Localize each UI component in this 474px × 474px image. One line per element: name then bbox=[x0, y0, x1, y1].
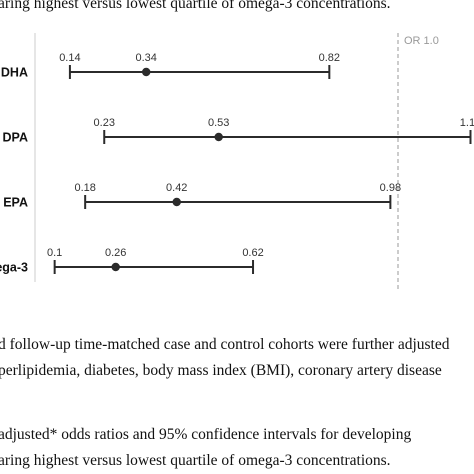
caption-title-line-2: aring highest versus lowest quartile of … bbox=[0, 452, 391, 469]
point-estimate-0 bbox=[142, 67, 151, 77]
forest-plot: OR 1.0 DHA 0.14 0.34 0.82 DPA 0.23 0.53 1.19 EPA 0… bbox=[0, 33, 474, 290]
point-estimate-1 bbox=[214, 132, 223, 142]
upper-value-label-0: 0.82 bbox=[319, 52, 340, 64]
upper-value-label-1: 1.19 bbox=[460, 117, 474, 129]
caption-title-line-1: adjusted* odds ratios and 95% confidence… bbox=[0, 426, 412, 443]
estimate-value-label-1: 0.53 bbox=[208, 117, 229, 129]
lower-value-label-3: 0.1 bbox=[47, 247, 62, 259]
estimate-value-label-0: 0.34 bbox=[135, 52, 156, 64]
row-label-0: DHA bbox=[1, 66, 28, 80]
lower-value-label-0: 0.14 bbox=[59, 52, 80, 64]
upper-value-label-2: 0.98 bbox=[380, 182, 401, 194]
caption-note-line-1: d follow-up time-matched case and contro… bbox=[0, 336, 450, 353]
upper-value-label-3: 0.62 bbox=[242, 247, 263, 259]
row-label-1: DPA bbox=[3, 131, 28, 145]
lower-value-label-1: 0.23 bbox=[94, 117, 115, 129]
reference-line-label: OR 1.0 bbox=[404, 35, 439, 47]
row-label-2: EPA bbox=[3, 196, 28, 210]
caption-note-line-2: perlipidemia, diabetes, body mass index … bbox=[0, 362, 442, 379]
point-estimate-2 bbox=[172, 197, 181, 207]
lower-value-label-2: 0.18 bbox=[74, 182, 95, 194]
caption-top-line: aring highest versus lowest quartile of … bbox=[0, 0, 391, 12]
estimate-value-label-2: 0.42 bbox=[166, 182, 187, 194]
row-label-3: ega-3 bbox=[0, 261, 28, 275]
point-estimate-3 bbox=[111, 262, 120, 272]
estimate-value-label-3: 0.26 bbox=[105, 247, 126, 259]
